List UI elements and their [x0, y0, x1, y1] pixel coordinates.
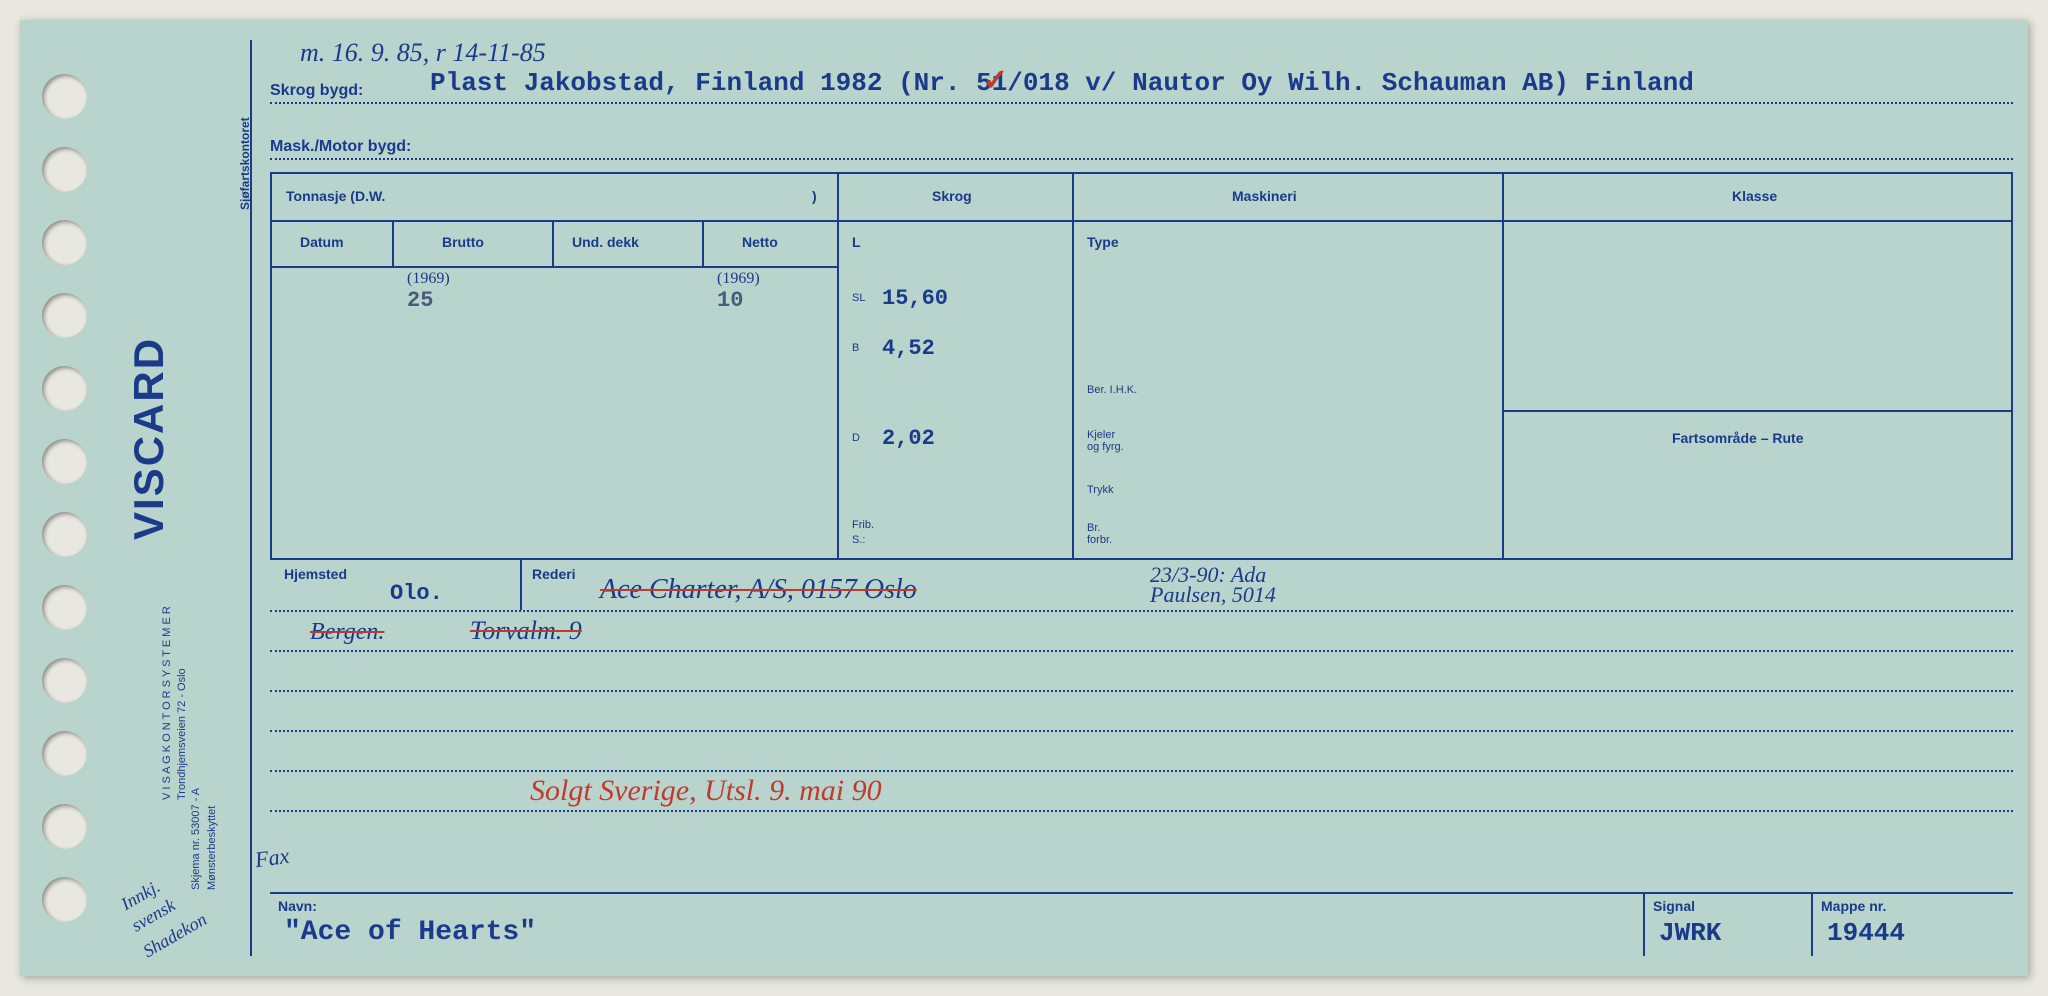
hole	[42, 220, 87, 265]
navn-cell: Navn: "Ace of Hearts"	[270, 894, 1643, 956]
hdr-brutto: Brutto	[442, 234, 484, 250]
lbl-L: L	[852, 234, 861, 250]
binder-holes	[20, 20, 110, 976]
left-rule	[250, 40, 252, 956]
lbl-mappe: Mappe nr.	[1821, 898, 1886, 914]
ship-record-card: VISCARD V I S A G K O N T O R S Y S T E …	[20, 20, 2028, 976]
val-hjemsted: Olo.	[390, 581, 443, 606]
hole	[42, 585, 87, 630]
hole	[42, 877, 87, 922]
rederi-line1-strike: Ace Charter, A/S, 0157 Oslo	[600, 574, 917, 606]
row-4	[270, 692, 2013, 732]
lbl-ber: Ber. I.H.K.	[1087, 384, 1137, 396]
brand-viscard: VISCARD	[125, 337, 173, 540]
lbl-signal: Signal	[1653, 898, 1695, 914]
lbl-B: B	[852, 342, 859, 354]
dim-sl: 15,60	[882, 286, 948, 311]
hole	[42, 147, 87, 192]
hdr-netto: Netto	[742, 234, 778, 250]
hole	[42, 293, 87, 338]
lbl-navn: Navn:	[278, 898, 317, 914]
hdr-maskineri: Maskineri	[1232, 188, 1297, 204]
lbl-rederi: Rederi	[532, 566, 576, 582]
side-monster: Mønsterbeskyttet	[206, 806, 218, 890]
row-solgt: Solgt Sverige, Utsl. 9. mai 90	[270, 772, 2013, 812]
lbl-trykk: Trykk	[1087, 484, 1113, 496]
lbl-frib: Frib.	[852, 519, 874, 531]
form-main: m. 16. 9. 85, r 14-11-85 Skrog bygd: Pla…	[270, 40, 2013, 956]
solgt-note: Solgt Sverige, Utsl. 9. mai 90	[530, 774, 882, 808]
hdr-skrog: Skrog	[932, 188, 972, 204]
side-addr: Trondhjemsveien 72 - Oslo	[176, 668, 188, 800]
lbl-br-forbr: Br. forbr.	[1087, 522, 1112, 546]
main-table: Tonnasje (D.W. ) Datum Brutto Und. dekk …	[270, 172, 2013, 560]
row-skrog-bygd: Skrog bygd: Plast Jakobstad, Finland 198…	[270, 66, 2013, 104]
lbl-farts: Fartsområde – Rute	[1672, 430, 1803, 446]
hjemsted-2: Bergen.	[310, 619, 384, 646]
hole	[42, 804, 87, 849]
mappe-cell: Mappe nr. 19444	[1813, 894, 2013, 956]
brutto-value: 25	[407, 288, 433, 313]
value-skrog-bygd: Plast Jakobstad, Finland 1982 (Nr. 51/01…	[430, 68, 1694, 98]
hdr-datum: Datum	[300, 234, 344, 250]
brutto-paren: (1969)	[407, 270, 450, 288]
val-mappe: 19444	[1827, 918, 1905, 948]
lower-rows: Hjemsted Olo. Rederi Ace Charter, A/S, 0…	[270, 560, 2013, 812]
dim-d: 2,02	[882, 426, 935, 451]
row-mask-motor: Mask./Motor bygd:	[270, 122, 2013, 160]
netto-paren: (1969)	[717, 270, 760, 288]
lbl-S: S.:	[852, 534, 865, 546]
side-skjema: Skjema nr. 53007 - A	[190, 788, 202, 890]
hole	[42, 439, 87, 484]
rederi-line2: Torvalm. 9	[470, 616, 582, 646]
lbl-type: Type	[1087, 234, 1119, 250]
signal-cell: Signal JWRK	[1643, 894, 1813, 956]
hole	[42, 366, 87, 411]
fax-note: Fax	[253, 843, 290, 874]
rederi-line1-right2: Paulsen, 5014	[1150, 582, 1276, 608]
hdr-tonnasje: Tonnasje (D.W.	[286, 188, 385, 204]
hole	[42, 731, 87, 776]
hole	[42, 658, 87, 703]
label-skrog-bygd: Skrog bygd:	[270, 82, 363, 100]
hdr-tonn-close: )	[812, 188, 817, 204]
side-kontor: V I S A G K O N T O R S Y S T E M E R	[160, 606, 175, 800]
row-3	[270, 652, 2013, 692]
row-2: Bergen. Torvalm. 9	[270, 612, 2013, 652]
bottom-bar: Navn: "Ace of Hearts" Signal JWRK Mappe …	[270, 892, 2013, 956]
dim-b: 4,52	[882, 336, 935, 361]
lbl-hjemsted: Hjemsted	[284, 566, 347, 582]
hole	[42, 512, 87, 557]
val-navn: "Ace of Hearts"	[284, 917, 536, 948]
hdr-und-dekk: Und. dekk	[572, 234, 639, 250]
hole	[42, 74, 87, 119]
label-mask-motor: Mask./Motor bygd:	[270, 138, 411, 156]
lbl-SL: SL	[852, 292, 865, 304]
val-signal: JWRK	[1659, 918, 1721, 948]
row-hjemsted-rederi: Hjemsted Olo. Rederi Ace Charter, A/S, 0…	[270, 560, 2013, 612]
lbl-kjeler: Kjeler og fyrg.	[1087, 429, 1124, 453]
lbl-D: D	[852, 432, 860, 444]
red-checkmark: ✓	[983, 63, 1008, 98]
hw-dates-top: m. 16. 9. 85, r 14-11-85	[300, 38, 546, 68]
netto-value: 10	[717, 288, 743, 313]
row-5	[270, 732, 2013, 772]
hdr-klasse: Klasse	[1732, 188, 1777, 204]
